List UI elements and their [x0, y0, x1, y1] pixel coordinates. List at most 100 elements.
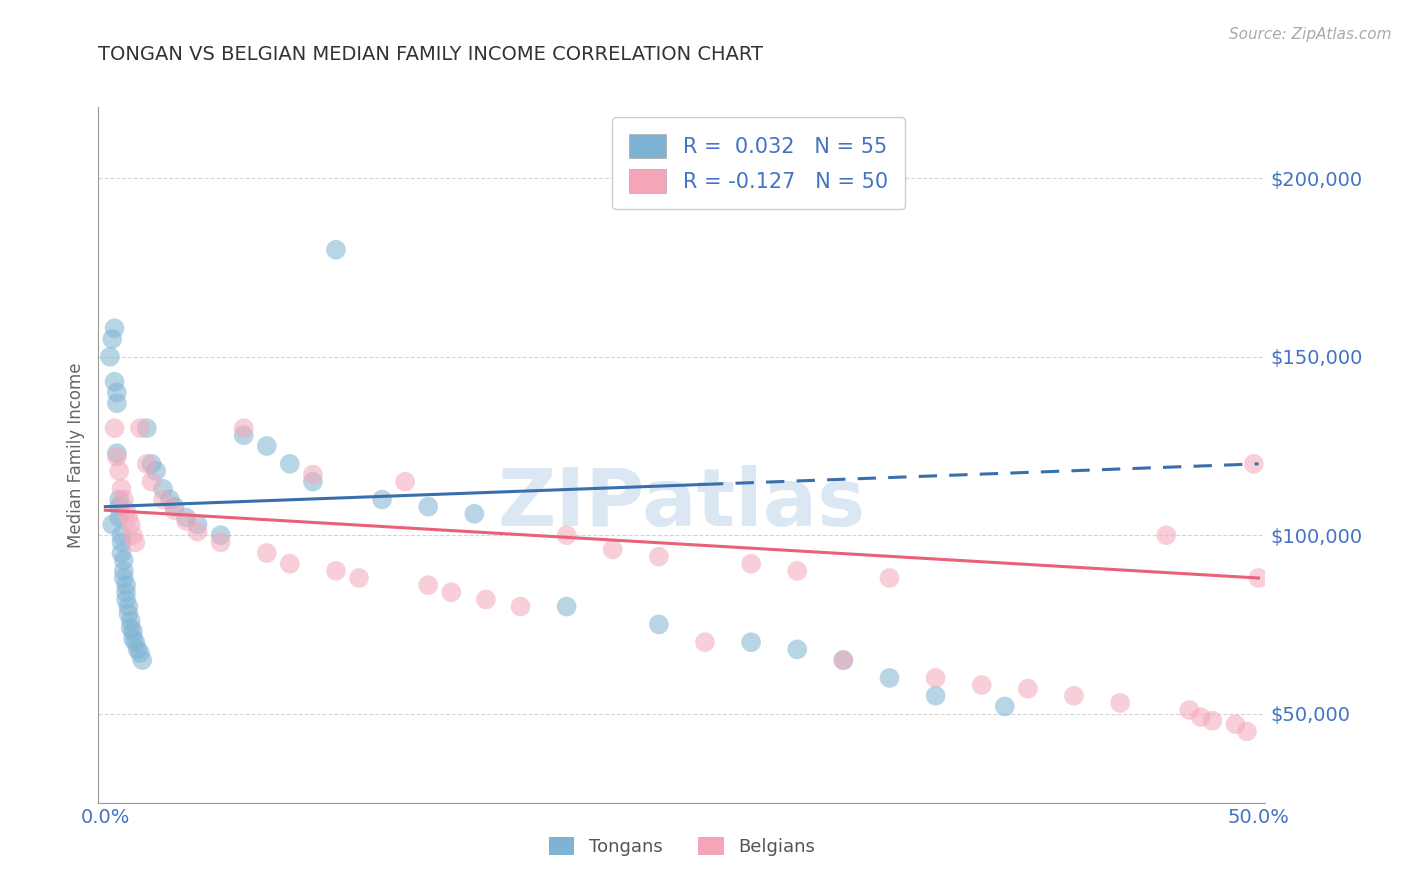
- Point: [1189, 710, 1212, 724]
- Point: [648, 549, 671, 564]
- Point: [108, 464, 131, 478]
- Point: [256, 439, 278, 453]
- Point: [122, 624, 145, 639]
- Point: [924, 689, 946, 703]
- Point: [394, 475, 416, 489]
- Point: [475, 592, 498, 607]
- Point: [117, 607, 139, 621]
- Point: [832, 653, 855, 667]
- Point: [555, 528, 578, 542]
- Point: [602, 542, 624, 557]
- Point: [740, 557, 762, 571]
- Legend: Tongans, Belgians: Tongans, Belgians: [541, 830, 823, 863]
- Point: [115, 503, 138, 517]
- Text: Source: ZipAtlas.com: Source: ZipAtlas.com: [1229, 27, 1392, 42]
- Point: [278, 557, 301, 571]
- Point: [127, 642, 149, 657]
- Point: [110, 482, 132, 496]
- Point: [115, 592, 138, 607]
- Point: [924, 671, 946, 685]
- Point: [879, 671, 901, 685]
- Point: [174, 514, 197, 528]
- Point: [124, 635, 146, 649]
- Point: [325, 564, 347, 578]
- Point: [440, 585, 463, 599]
- Point: [648, 617, 671, 632]
- Point: [1109, 696, 1132, 710]
- Point: [832, 653, 855, 667]
- Point: [325, 243, 347, 257]
- Point: [110, 546, 132, 560]
- Point: [786, 564, 808, 578]
- Point: [129, 421, 152, 435]
- Point: [302, 467, 325, 482]
- Y-axis label: Median Family Income: Median Family Income: [66, 362, 84, 548]
- Point: [1063, 689, 1085, 703]
- Point: [103, 321, 125, 335]
- Point: [135, 421, 157, 435]
- Point: [187, 524, 209, 539]
- Point: [105, 446, 128, 460]
- Point: [209, 528, 232, 542]
- Point: [232, 428, 254, 442]
- Point: [112, 492, 135, 507]
- Point: [101, 332, 124, 346]
- Point: [135, 457, 157, 471]
- Point: [463, 507, 485, 521]
- Point: [108, 510, 131, 524]
- Point: [509, 599, 531, 614]
- Point: [256, 546, 278, 560]
- Point: [994, 699, 1017, 714]
- Point: [108, 500, 131, 514]
- Point: [786, 642, 808, 657]
- Point: [103, 375, 125, 389]
- Point: [278, 457, 301, 471]
- Point: [108, 492, 131, 507]
- Text: TONGAN VS BELGIAN MEDIAN FAMILY INCOME CORRELATION CHART: TONGAN VS BELGIAN MEDIAN FAMILY INCOME C…: [98, 45, 763, 63]
- Point: [879, 571, 901, 585]
- Point: [112, 571, 135, 585]
- Point: [232, 421, 254, 435]
- Point: [129, 646, 152, 660]
- Point: [1017, 681, 1039, 696]
- Point: [117, 510, 139, 524]
- Point: [122, 632, 145, 646]
- Point: [152, 492, 174, 507]
- Point: [174, 510, 197, 524]
- Point: [141, 457, 163, 471]
- Point: [98, 350, 121, 364]
- Text: ZIPatlas: ZIPatlas: [498, 465, 866, 542]
- Point: [1236, 724, 1258, 739]
- Point: [101, 517, 124, 532]
- Point: [115, 585, 138, 599]
- Point: [122, 528, 145, 542]
- Point: [131, 653, 153, 667]
- Point: [187, 517, 209, 532]
- Point: [110, 528, 132, 542]
- Point: [418, 500, 440, 514]
- Point: [1154, 528, 1177, 542]
- Point: [1247, 571, 1270, 585]
- Point: [1225, 717, 1247, 731]
- Point: [120, 621, 142, 635]
- Point: [693, 635, 716, 649]
- Point: [120, 614, 142, 628]
- Point: [740, 635, 762, 649]
- Point: [141, 475, 163, 489]
- Point: [163, 500, 186, 514]
- Point: [970, 678, 993, 692]
- Point: [209, 535, 232, 549]
- Point: [112, 564, 135, 578]
- Point: [418, 578, 440, 592]
- Point: [347, 571, 370, 585]
- Point: [1201, 714, 1223, 728]
- Point: [1243, 457, 1265, 471]
- Point: [555, 599, 578, 614]
- Point: [103, 421, 125, 435]
- Point: [117, 599, 139, 614]
- Point: [163, 503, 186, 517]
- Point: [1178, 703, 1201, 717]
- Point: [371, 492, 394, 507]
- Point: [120, 517, 142, 532]
- Point: [105, 396, 128, 410]
